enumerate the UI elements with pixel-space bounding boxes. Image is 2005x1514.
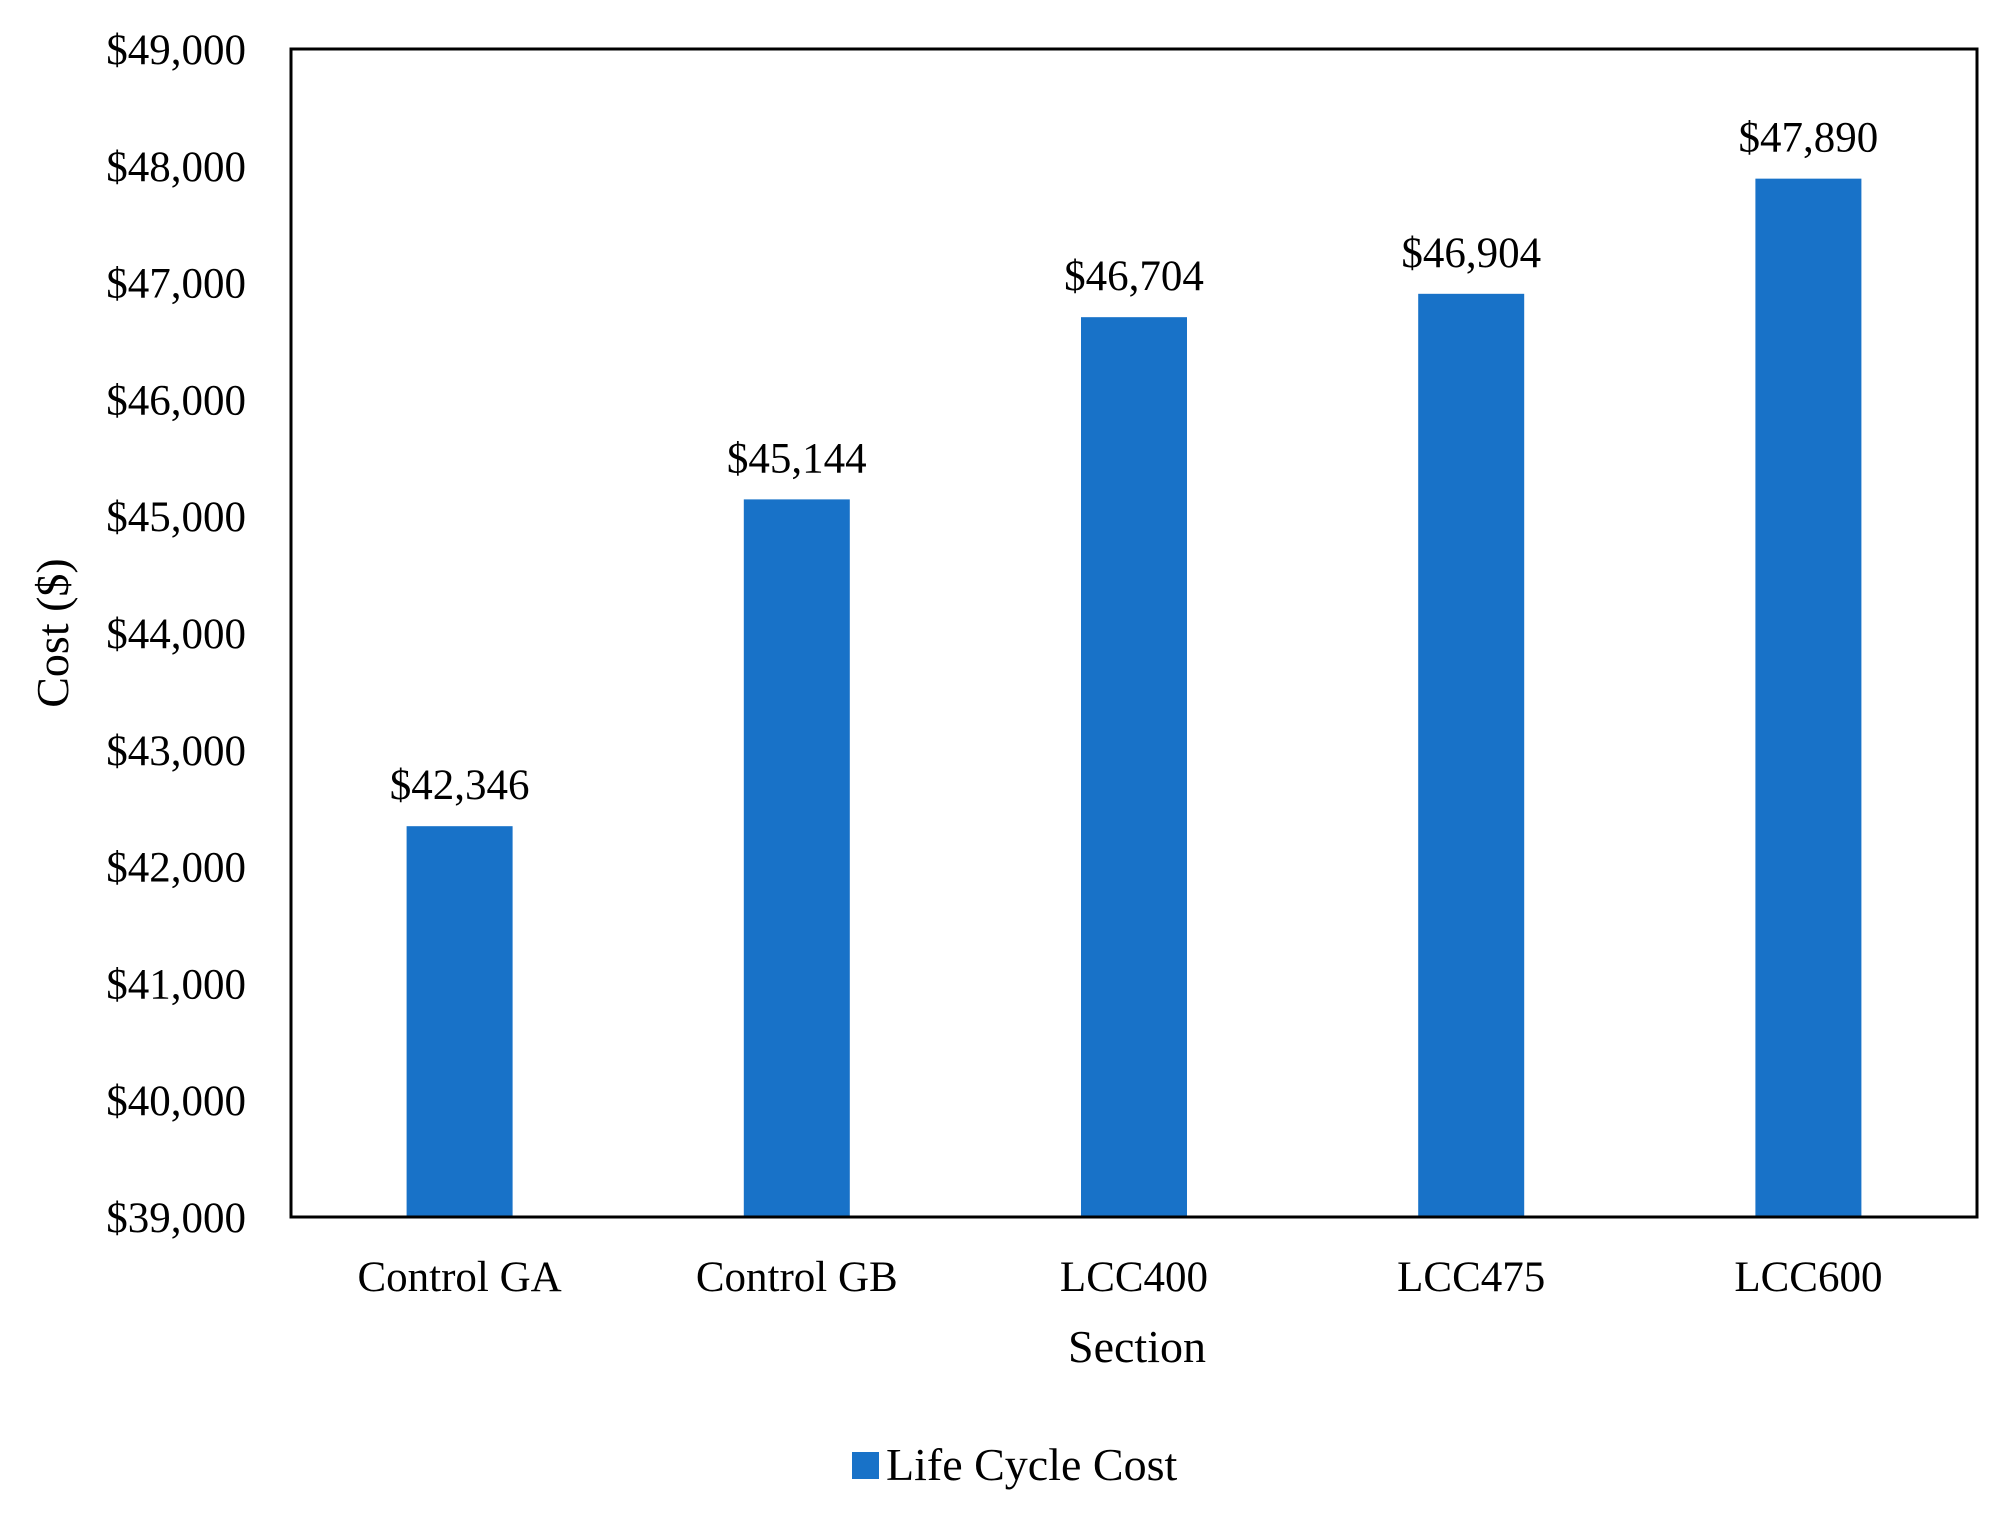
y-tick-label: $47,000	[106, 261, 246, 308]
y-tick-label: $44,000	[106, 611, 246, 658]
bar-data-label: $46,904	[1401, 230, 1541, 277]
y-tick-label: $49,000	[106, 27, 246, 74]
legend: Life Cycle Cost	[852, 1439, 1177, 1490]
bar	[1755, 178, 1862, 1218]
y-tick-label: $45,000	[106, 494, 246, 541]
bar	[743, 499, 850, 1217]
y-tick-label: $42,000	[106, 845, 246, 892]
y-axis-ticks: $39,000 $40,000 $41,000 $42,000 $43,000 $44,0…	[106, 27, 246, 1242]
bars	[406, 178, 1862, 1218]
y-tick-label: $41,000	[106, 961, 246, 1008]
y-tick-label: $46,000	[106, 377, 246, 424]
plot-area-frame	[289, 47, 1979, 1219]
x-tick-label: LCC475	[1397, 1254, 1545, 1301]
y-axis-title: Cost ($)	[27, 558, 78, 708]
x-tick-label: Control GB	[696, 1254, 898, 1301]
y-tick-label: $43,000	[106, 728, 246, 775]
x-tick-label: LCC400	[1060, 1254, 1208, 1301]
bar	[1418, 293, 1525, 1217]
bar	[406, 826, 513, 1217]
bar-data-label: $47,890	[1739, 115, 1879, 162]
x-axis-title: Section	[1068, 1321, 1206, 1372]
y-tick-label: $39,000	[106, 1195, 246, 1242]
y-tick-label: $48,000	[106, 144, 246, 191]
legend-label: Life Cycle Cost	[886, 1439, 1177, 1490]
bar-data-label: $46,704	[1064, 253, 1204, 300]
x-tick-label: Control GA	[357, 1254, 561, 1301]
x-tick-label: LCC600	[1734, 1254, 1882, 1301]
y-tick-label: $40,000	[106, 1078, 246, 1125]
legend-swatch	[852, 1452, 879, 1479]
data-labels: $42,346 $45,144 $46,704 $46,904 $47,890	[390, 115, 1879, 810]
bar-data-label: $42,346	[390, 762, 530, 809]
bar	[1081, 317, 1187, 1217]
bar-data-label: $45,144	[727, 435, 867, 482]
x-axis-ticks: Control GA Control GB LCC400 LCC475 LCC600	[357, 1254, 1882, 1301]
